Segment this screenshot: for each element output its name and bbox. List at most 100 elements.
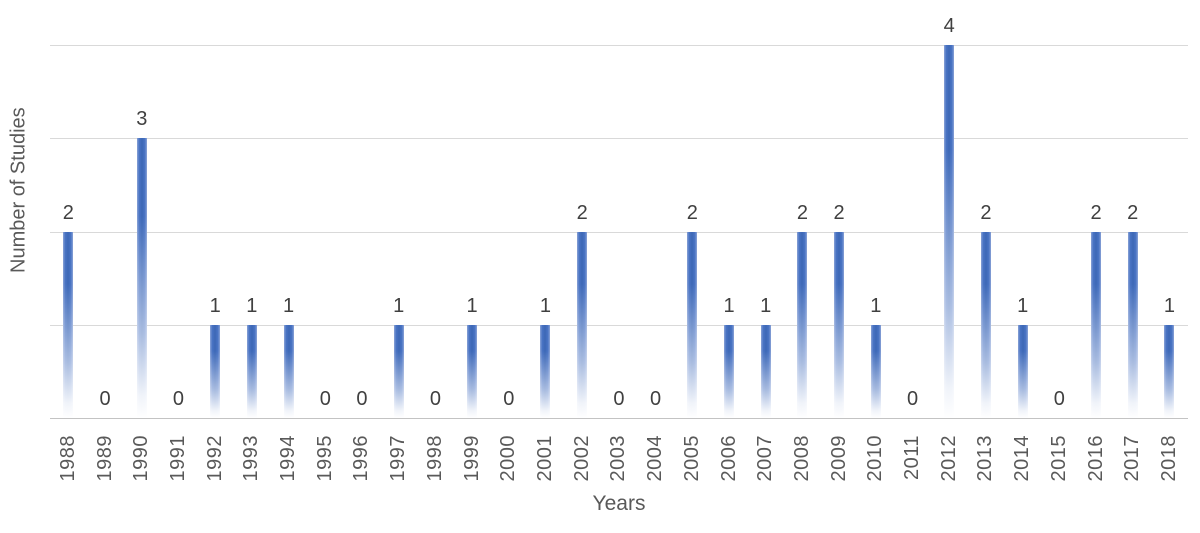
bar-series: 2 0 3 0 1 1 1 0 0 1 0 1 0 1 2 0 0 2 1 1 2 2 1 0 4 2 1 0 2 2 1 bbox=[50, 15, 1188, 418]
bar-slot-1992: 1 bbox=[197, 45, 234, 418]
x-tick-label: 2017 bbox=[1121, 434, 1144, 482]
x-tick-label: 1993 bbox=[240, 434, 263, 482]
x-tick-2018: 2018 bbox=[1151, 424, 1188, 492]
x-tick-label: 1997 bbox=[387, 434, 410, 482]
data-label-2002: 2 bbox=[576, 201, 588, 224]
x-tick-1993: 1993 bbox=[234, 424, 271, 492]
x-tick-2002: 2002 bbox=[564, 424, 601, 492]
bar-2016 bbox=[1091, 231, 1102, 418]
data-label-2006: 1 bbox=[723, 294, 735, 317]
x-tick-label: 1990 bbox=[130, 434, 153, 482]
x-tick-2013: 2013 bbox=[968, 424, 1005, 492]
bar-slot-2015: 0 bbox=[1041, 45, 1078, 418]
data-label-2013: 2 bbox=[980, 201, 992, 224]
bar-2013 bbox=[980, 231, 991, 418]
bar-1988 bbox=[63, 231, 74, 418]
bar-2010 bbox=[870, 324, 881, 418]
x-tick-label: 1991 bbox=[166, 434, 189, 482]
bar-slot-2001: 1 bbox=[527, 45, 564, 418]
data-label-2016: 2 bbox=[1090, 201, 1102, 224]
bar-slot-2016: 2 bbox=[1078, 45, 1115, 418]
bar-slot-2011: 0 bbox=[894, 45, 931, 418]
data-label-1989: 0 bbox=[99, 388, 111, 410]
x-tick-1992: 1992 bbox=[197, 424, 234, 492]
bar-slot-1991: 0 bbox=[160, 45, 197, 418]
x-tick-2007: 2007 bbox=[747, 424, 784, 492]
bar-slot-2009: 2 bbox=[821, 45, 858, 418]
bar-slot-1990: 3 bbox=[123, 45, 160, 418]
bar-slot-2007: 1 bbox=[747, 45, 784, 418]
bar-slot-1998: 0 bbox=[417, 45, 454, 418]
data-label-2001: 1 bbox=[539, 294, 552, 317]
x-tick-label: 1992 bbox=[203, 434, 226, 482]
data-label-2003: 0 bbox=[613, 388, 625, 410]
x-tick-label: 2001 bbox=[533, 434, 556, 482]
x-tick-2003: 2003 bbox=[601, 424, 638, 492]
bar-slot-2003: 0 bbox=[601, 45, 638, 418]
data-label-2005: 2 bbox=[686, 201, 698, 224]
data-label-2004: 0 bbox=[650, 388, 662, 410]
bar-slot-2013: 2 bbox=[968, 45, 1005, 418]
bar-1994 bbox=[283, 324, 294, 418]
x-tick-label: 2014 bbox=[1011, 434, 1034, 482]
bar-1992 bbox=[210, 324, 221, 418]
bar-2001 bbox=[540, 324, 551, 418]
bar-1990 bbox=[136, 138, 147, 418]
data-label-2014: 1 bbox=[1017, 294, 1029, 317]
bar-2017 bbox=[1127, 231, 1138, 418]
x-tick-label: 2008 bbox=[790, 434, 813, 482]
x-tick-1988: 1988 bbox=[50, 424, 87, 492]
x-tick-1990: 1990 bbox=[123, 424, 160, 492]
x-tick-label: 2012 bbox=[937, 434, 960, 482]
data-label-1988: 2 bbox=[62, 201, 74, 224]
x-tick-label: 2015 bbox=[1047, 434, 1070, 482]
data-label-2017: 2 bbox=[1127, 201, 1139, 224]
bar-1999 bbox=[467, 324, 478, 418]
x-axis-title: Years bbox=[592, 492, 646, 515]
bar-slot-2005: 2 bbox=[674, 45, 711, 418]
data-label-2012: 4 bbox=[943, 15, 955, 37]
data-label-1996: 0 bbox=[356, 388, 368, 410]
bar-slot-2000: 0 bbox=[490, 45, 527, 418]
data-label-1992: 1 bbox=[209, 294, 221, 317]
x-tick-2008: 2008 bbox=[784, 424, 821, 492]
x-tick-1989: 1989 bbox=[87, 424, 124, 492]
data-label-2015: 0 bbox=[1053, 388, 1065, 410]
bar-slot-2006: 1 bbox=[711, 45, 748, 418]
bar-1997 bbox=[393, 324, 404, 418]
data-label-1997: 1 bbox=[393, 294, 405, 317]
x-tick-label: 2016 bbox=[1084, 434, 1107, 482]
bar-slot-1999: 1 bbox=[454, 45, 491, 418]
bar-2007 bbox=[760, 324, 771, 418]
gridline-y-3 bbox=[50, 138, 1188, 140]
data-label-1991: 0 bbox=[172, 388, 185, 410]
plot-area: 2 0 3 0 1 1 1 0 0 1 0 1 0 1 2 0 0 2 1 1 2 2 1 0 4 2 1 0 2 2 1 bbox=[50, 15, 1188, 419]
x-tick-2000: 2000 bbox=[490, 424, 527, 492]
bar-2008 bbox=[797, 231, 808, 418]
data-label-2018: 1 bbox=[1163, 294, 1175, 317]
bar-slot-1993: 1 bbox=[234, 45, 271, 418]
data-label-2011: 0 bbox=[906, 388, 919, 410]
x-tick-1996: 1996 bbox=[344, 424, 381, 492]
gridline-y-4 bbox=[50, 45, 1188, 46]
data-label-1999: 1 bbox=[466, 294, 478, 317]
bar-2014 bbox=[1017, 324, 1028, 418]
x-tick-label: 1994 bbox=[277, 434, 300, 482]
data-label-1993: 1 bbox=[246, 294, 258, 317]
data-label-2009: 2 bbox=[833, 201, 845, 224]
x-tick-label: 2011 bbox=[901, 435, 924, 481]
bar-slot-2002: 2 bbox=[564, 45, 601, 418]
bar-slot-2018: 1 bbox=[1151, 45, 1188, 418]
x-tick-label: 2007 bbox=[754, 434, 777, 482]
bar-2006 bbox=[724, 324, 734, 418]
data-label-2007: 1 bbox=[760, 294, 772, 317]
x-tick-2005: 2005 bbox=[674, 424, 711, 492]
y-axis-title: Number of Studies bbox=[7, 107, 30, 273]
x-tick-2016: 2016 bbox=[1078, 424, 1115, 492]
x-tick-1995: 1995 bbox=[307, 424, 344, 492]
x-tick-2011: 2011 bbox=[894, 424, 931, 492]
bar-slot-2014: 1 bbox=[1004, 45, 1041, 418]
x-tick-label: 1998 bbox=[423, 434, 446, 482]
data-label-1994: 1 bbox=[283, 294, 295, 317]
